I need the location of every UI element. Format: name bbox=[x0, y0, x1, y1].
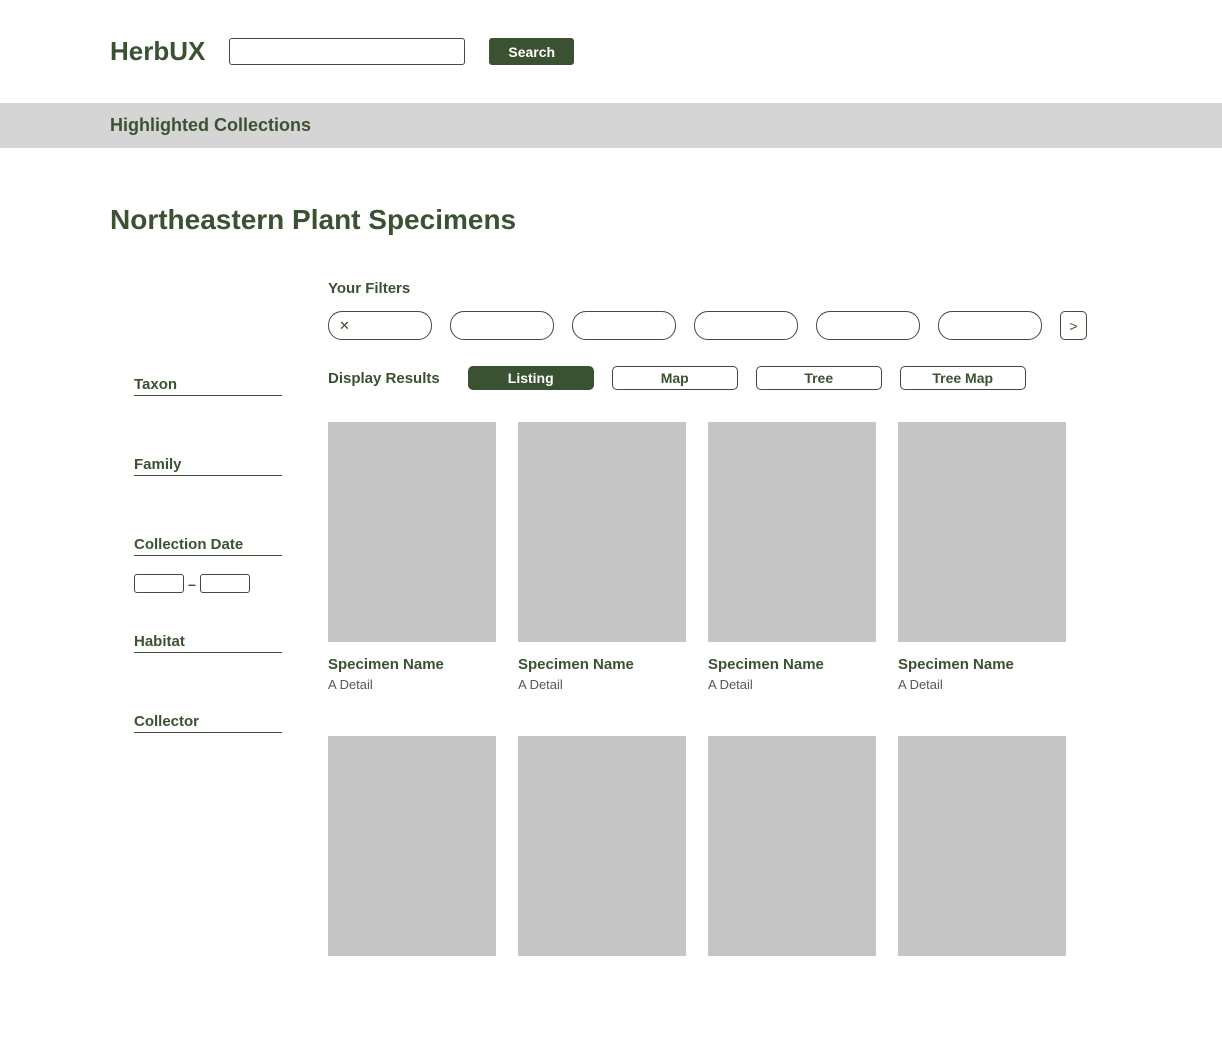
view-mode-buttons: Listing Map Tree Tree Map bbox=[468, 366, 1026, 390]
filter-heading[interactable]: Collection Date bbox=[134, 536, 282, 556]
view-mode-map[interactable]: Map bbox=[612, 366, 738, 390]
more-filters-button[interactable]: > bbox=[1060, 311, 1087, 340]
specimen-image[interactable] bbox=[328, 422, 496, 642]
specimen-detail: A Detail bbox=[708, 677, 876, 692]
specimen-image[interactable] bbox=[328, 736, 496, 956]
specimen-image[interactable] bbox=[518, 422, 686, 642]
filter-chip[interactable] bbox=[938, 311, 1042, 340]
filter-chip[interactable]: ✕ bbox=[328, 311, 432, 340]
filter-heading[interactable]: Taxon bbox=[134, 376, 282, 396]
page-body: Northeastern Plant Specimens Taxon Family… bbox=[0, 204, 1222, 970]
filter-section-habitat: Habitat bbox=[134, 633, 280, 653]
date-to-input[interactable] bbox=[200, 574, 250, 593]
logo: HerbUX bbox=[110, 36, 205, 67]
filter-chips-row: ✕> bbox=[328, 311, 1112, 340]
search-button[interactable]: Search bbox=[489, 38, 574, 65]
specimen-card[interactable]: Specimen Name A Detail bbox=[898, 422, 1066, 692]
view-mode-tree[interactable]: Tree bbox=[756, 366, 882, 390]
specimen-name: Specimen Name bbox=[708, 656, 876, 673]
main-layout: Taxon Family Collection Date – Habitat Collec… bbox=[110, 280, 1112, 970]
date-range-row: – bbox=[134, 574, 280, 593]
specimen-card[interactable]: Specimen Name A Detail bbox=[518, 422, 686, 692]
specimen-card[interactable]: Specimen Name A Detail bbox=[328, 422, 496, 692]
highlighted-collections-label[interactable]: Highlighted Collections bbox=[110, 115, 311, 135]
specimen-detail: A Detail bbox=[328, 677, 496, 692]
content-area: Your Filters ✕> Display Results ListingM… bbox=[328, 280, 1112, 970]
header: HerbUX Search bbox=[0, 0, 1222, 103]
specimen-detail: A Detail bbox=[518, 677, 686, 692]
filter-section-collection-date: Collection Date – bbox=[134, 536, 280, 593]
display-results-row: Display Results Listing Map Tree Tree Map bbox=[328, 366, 1112, 390]
specimen-card[interactable]: Specimen NameA Detail bbox=[708, 736, 876, 970]
filter-section-collector: Collector bbox=[134, 713, 280, 733]
filter-chip[interactable] bbox=[816, 311, 920, 340]
specimen-detail: A Detail bbox=[898, 677, 1066, 692]
your-filters-label: Your Filters bbox=[328, 280, 1112, 297]
display-results-label: Display Results bbox=[328, 370, 440, 387]
view-mode-tree-map[interactable]: Tree Map bbox=[900, 366, 1026, 390]
specimen-card[interactable]: Specimen NameA Detail bbox=[518, 736, 686, 970]
filter-chip[interactable] bbox=[572, 311, 676, 340]
date-from-input[interactable] bbox=[134, 574, 184, 593]
specimen-image[interactable] bbox=[898, 736, 1066, 956]
results-grid: Specimen Name A Detail Specimen Name A Deta… bbox=[328, 422, 1112, 970]
specimen-image[interactable] bbox=[898, 422, 1066, 642]
filter-chip[interactable] bbox=[694, 311, 798, 340]
specimen-card[interactable]: Specimen NameA Detail bbox=[328, 736, 496, 970]
specimen-image[interactable] bbox=[708, 736, 876, 956]
specimen-name: Specimen Name bbox=[898, 656, 1066, 673]
specimen-name: Specimen Name bbox=[328, 656, 496, 673]
specimen-card[interactable]: Specimen Name A Detail bbox=[708, 422, 876, 692]
specimen-card[interactable]: Specimen NameA Detail bbox=[898, 736, 1066, 970]
page-root: HerbUX Search Highlighted Collections No… bbox=[0, 0, 1222, 970]
search-input[interactable] bbox=[229, 38, 465, 65]
date-range-separator: – bbox=[188, 576, 196, 592]
close-icon[interactable]: ✕ bbox=[339, 318, 350, 334]
specimen-image[interactable] bbox=[518, 736, 686, 956]
filter-heading[interactable]: Collector bbox=[134, 713, 282, 733]
specimen-image[interactable] bbox=[708, 422, 876, 642]
filter-section-taxon: Taxon bbox=[134, 376, 280, 396]
specimen-name: Specimen Name bbox=[518, 656, 686, 673]
filter-sidebar: Taxon Family Collection Date – Habitat Collec… bbox=[110, 280, 280, 793]
view-mode-listing[interactable]: Listing bbox=[468, 366, 594, 390]
page-title: Northeastern Plant Specimens bbox=[110, 204, 1112, 236]
highlighted-collections-bar: Highlighted Collections bbox=[0, 103, 1222, 148]
filter-section-family: Family bbox=[134, 456, 280, 476]
filter-chip[interactable] bbox=[450, 311, 554, 340]
filter-heading[interactable]: Family bbox=[134, 456, 282, 476]
filter-heading[interactable]: Habitat bbox=[134, 633, 282, 653]
